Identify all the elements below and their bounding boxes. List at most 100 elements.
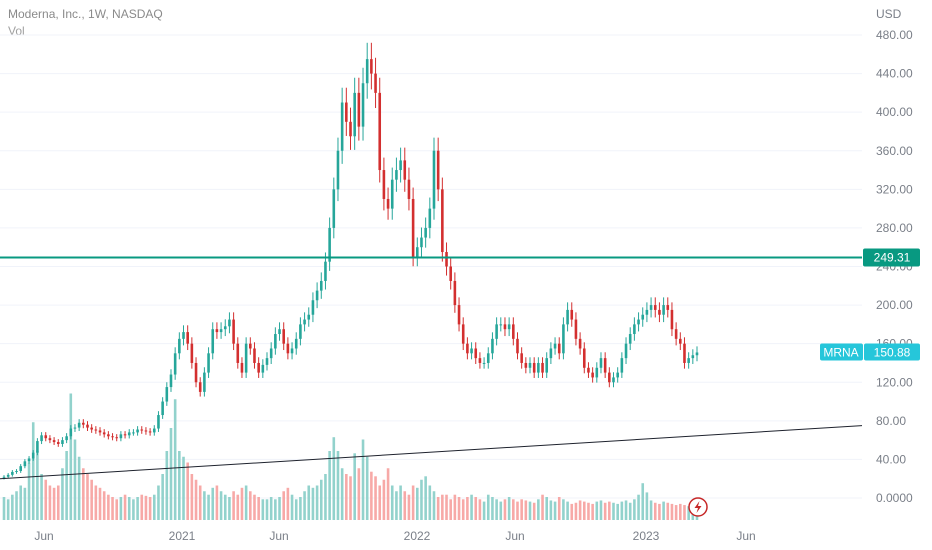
candle-body [77,422,81,428]
volume-bar [445,494,448,520]
candle-body [244,343,248,373]
volume-bar [40,474,43,520]
volume-bar [194,479,198,520]
volume-bar [161,474,164,520]
candle-body [549,348,553,359]
candle-body [616,372,619,378]
volume-bar [61,468,64,520]
volume-bar [428,485,432,520]
candle-body [56,442,60,444]
volume-bar [236,494,240,520]
candle-body [390,179,394,209]
volume-bar [470,494,473,520]
volume-bar [395,491,398,520]
candle-body [557,343,561,354]
candle-body [524,362,528,368]
candle-body [553,343,557,349]
volume-bar [336,451,340,520]
candle-body [679,338,682,344]
volume-bar [461,499,465,520]
volume-bar [278,497,281,520]
time-tick-label: Jun [34,529,53,543]
candlesticks [2,42,699,480]
volume-bar [453,494,457,520]
price-axis[interactable]: 0.000040.0080.00120.00160.00200.00240.00… [876,28,913,505]
volume-bar [545,497,549,520]
candle-body [303,319,306,325]
volume-bar [574,502,578,520]
volume-bar [486,494,490,520]
volume-bar [157,485,160,520]
candle-body [562,324,565,354]
candle-body [382,170,386,199]
candle-body [641,314,645,320]
volume-bar [562,499,565,520]
candle-body [633,324,636,335]
volume-bar [232,491,235,520]
svg-text:249.31: 249.31 [874,251,911,265]
svg-text:150.88: 150.88 [874,345,911,359]
candle-body [503,324,507,330]
candle-body [219,329,223,333]
candle-body [466,343,469,354]
volume-bar [432,491,436,520]
candle-body [282,329,285,344]
candle-body [278,329,281,335]
volume-bar [178,451,181,520]
volume-bar [411,485,415,520]
volume-bar [687,506,690,520]
time-tick-label: Jun [505,529,524,543]
replay-button[interactable] [688,497,708,517]
candle-body [499,324,503,326]
candle-body [311,300,315,315]
volume-bar [23,487,27,520]
volume-bar [198,485,202,520]
candle-body [332,189,336,228]
volume-bar [578,500,582,520]
volume-bar [424,476,427,520]
trendline[interactable] [0,425,863,480]
candle-body [299,324,302,339]
volume-bar [649,500,653,520]
volume-bar [512,499,515,520]
candle-body [495,324,498,339]
volume-bar [56,485,60,520]
candle-body [232,319,235,344]
candle-body [157,415,160,429]
volume-bar [495,499,498,520]
candle-body [236,343,240,363]
volume-bar [420,479,423,520]
volume-bar [303,491,306,520]
candle-body [353,92,356,137]
volume-bar [219,491,223,520]
candle-body [645,309,649,315]
candle-body [11,471,14,475]
candle-body [132,432,135,434]
candle-body [482,362,486,364]
volume-bar [399,485,402,520]
volume-bar [215,485,219,520]
volume-bar [148,497,152,520]
candle-body [674,329,678,339]
candle-body [578,338,582,349]
volume-bar [403,491,407,520]
price-tick-label: 320.00 [876,182,913,196]
candle-body [432,150,436,209]
volume-bar [6,499,10,520]
candle-body [516,338,519,354]
volume-bar [223,494,227,520]
candle-body [82,422,85,425]
volume-bar [553,501,557,520]
volume-bar [249,491,252,520]
volume-bar [541,494,544,520]
candle-body [624,343,628,359]
time-axis[interactable]: Jun 2021 Jun 2022 Jun 2023 Jun [34,529,755,543]
candle-body [512,324,515,339]
candle-body [695,352,699,356]
candle-body [566,309,569,325]
horizontal-level-tag: 249.31 [863,248,920,267]
candle-body [290,348,294,354]
volume-bar [299,497,302,520]
candle-body [486,353,490,363]
